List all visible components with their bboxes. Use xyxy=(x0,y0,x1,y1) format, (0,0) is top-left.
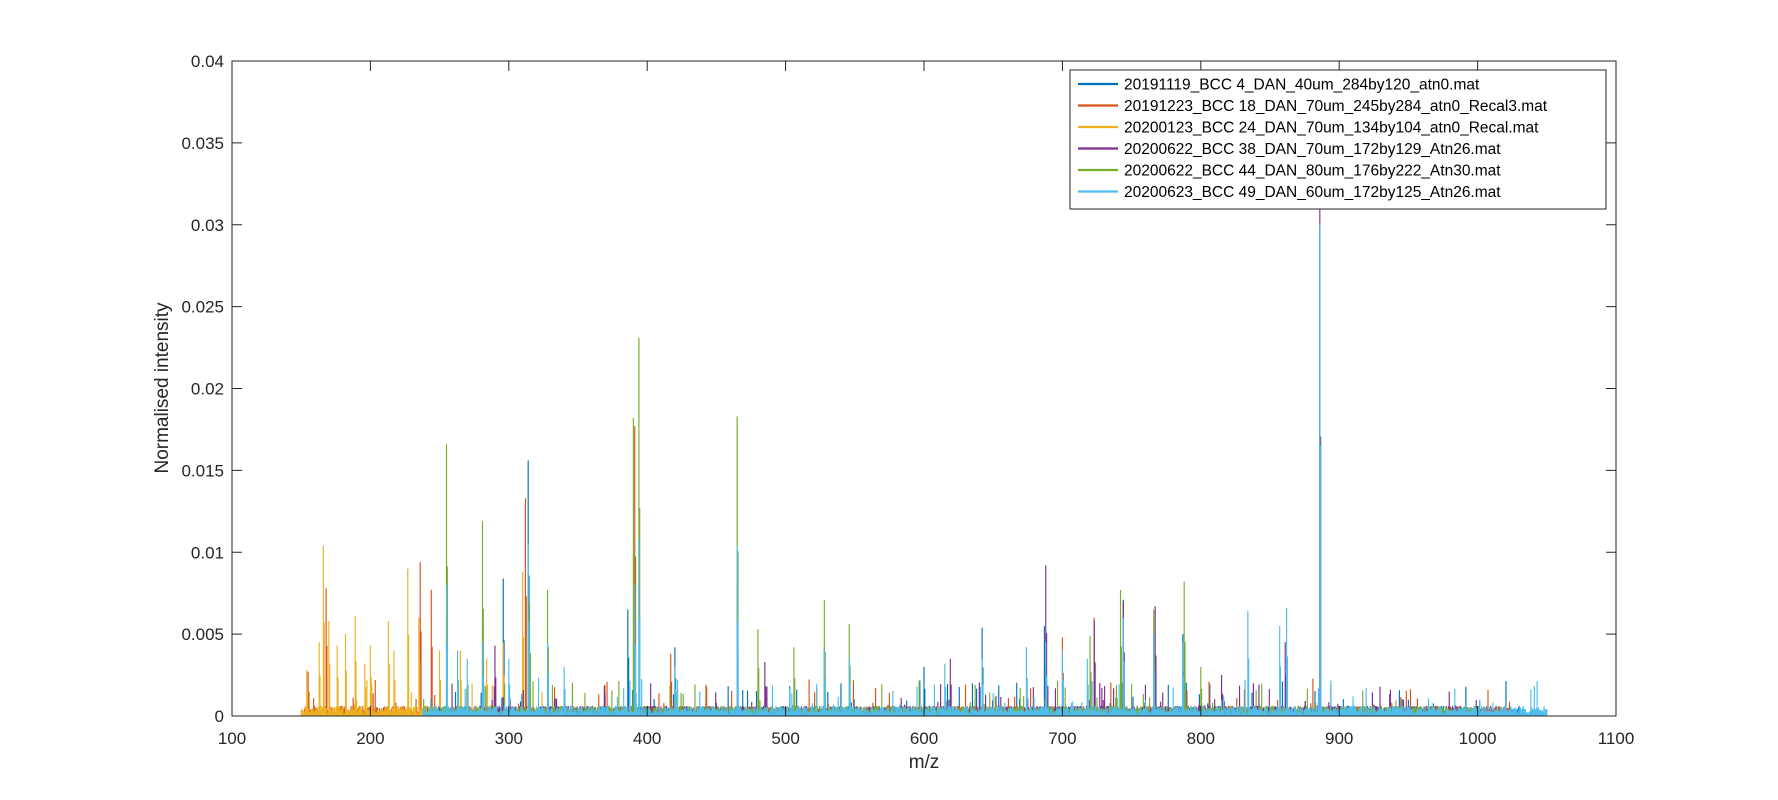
x-tick-label: 900 xyxy=(1325,729,1353,748)
legend-box xyxy=(1069,69,1607,210)
x-tick-label: 1000 xyxy=(1459,729,1497,748)
x-tick-label: 100 xyxy=(218,729,246,748)
y-tick-label: 0.005 xyxy=(181,625,224,644)
x-tick-label: 400 xyxy=(633,729,661,748)
x-tick-label: 300 xyxy=(495,729,523,748)
legend-entry: 20200622_BCC 38_DAN_70um_172by129_Atn26.… xyxy=(1124,141,1501,158)
series-layer xyxy=(300,208,1548,716)
y-tick-label: 0.04 xyxy=(191,52,224,71)
y-tick-label: 0.02 xyxy=(191,380,224,399)
x-tick-label: 700 xyxy=(1048,729,1076,748)
series-line xyxy=(422,224,1548,716)
y-tick-label: 0.03 xyxy=(191,216,224,235)
y-tick-label: 0.015 xyxy=(181,461,224,480)
legend-entry: 20200622_BCC 44_DAN_80um_176by222_Atn30.… xyxy=(1124,163,1501,180)
x-tick-label: 500 xyxy=(771,729,799,748)
y-tick-label: 0.025 xyxy=(181,298,224,317)
legend-entry: 20191223_BCC 18_DAN_70um_245by284_atn0_R… xyxy=(1124,98,1548,115)
y-tick-label: 0 xyxy=(215,707,224,726)
x-tick-label: 200 xyxy=(356,729,384,748)
y-tick-label: 0.035 xyxy=(181,134,224,153)
legend-entry: 20200123_BCC 24_DAN_70um_134by104_atn0_R… xyxy=(1124,120,1539,137)
legend-entry: 20200623_BCC 49_DAN_60um_172by125_Atn26.… xyxy=(1124,184,1501,201)
x-tick-label: 1100 xyxy=(1598,729,1635,748)
x-tick-label: 600 xyxy=(910,729,938,748)
legend: 20191119_BCC 4_DAN_40um_284by120_atn0.ma… xyxy=(1069,69,1607,210)
x-axis-label: m/z xyxy=(909,752,940,773)
legend-entry: 20191119_BCC 4_DAN_40um_284by120_atn0.ma… xyxy=(1124,77,1480,94)
x-tick-label: 800 xyxy=(1187,729,1215,748)
y-axis-label: Normalised intensity xyxy=(152,302,173,474)
ticks-layer: 100 200 300 400 500 600 700 800 900 1000 1100 0 0.00… xyxy=(181,52,1634,748)
y-tick-label: 0.01 xyxy=(191,543,224,562)
